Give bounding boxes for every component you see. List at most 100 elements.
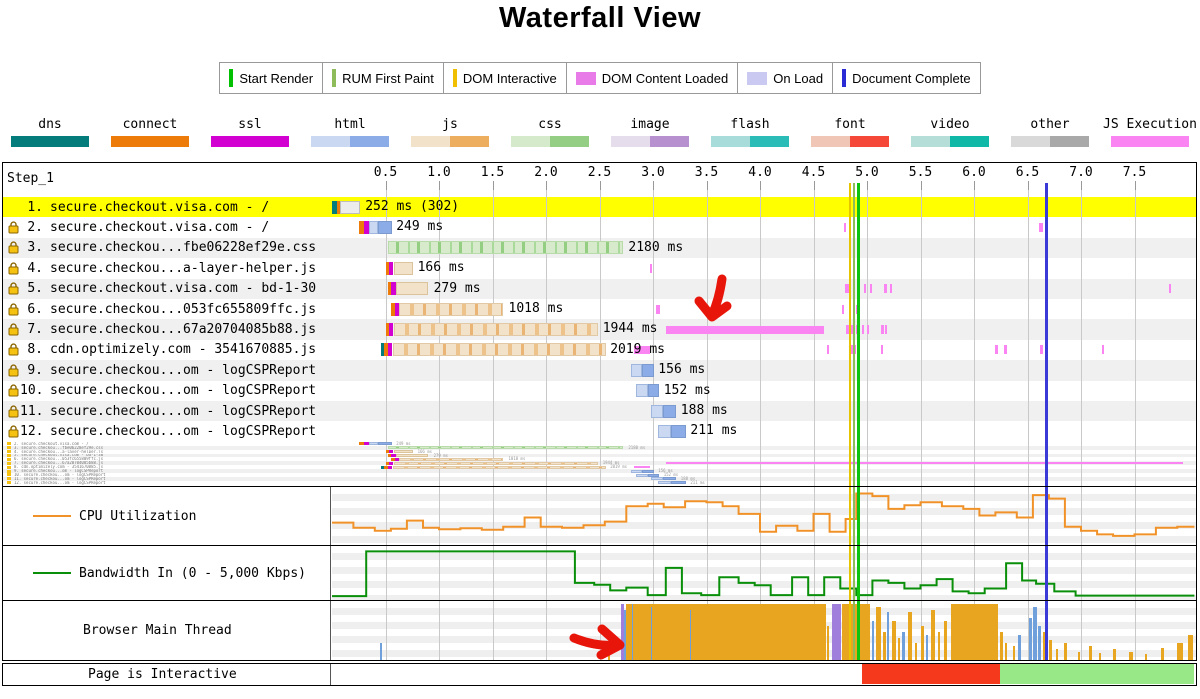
gridline [760,546,761,600]
page-interactive-label: Page is Interactive [88,667,237,682]
main-thread-slice [1048,640,1053,660]
main-thread-slice [1113,648,1117,660]
rows-chart-layer: 252 ms (302) 249 ms 2180 ms 166 ms 279 ms 101… [332,163,1196,486]
main-thread-slice [608,648,611,660]
gridline [492,189,494,486]
gridline [439,487,440,545]
gridline [813,189,815,486]
request-row[interactable]: 6. secure.checkou...053fc655809ffc.js [3,299,334,319]
gridline [1081,189,1082,486]
main-thread-slice [831,604,842,660]
page-interactive-label-cell: Page is Interactive [3,664,331,685]
lock-icon [6,405,20,418]
js-execution-bar [665,325,825,334]
request-number: 3. [27,240,43,256]
request-number: 8. [27,342,43,358]
js-exec-tick [649,263,652,273]
gridline [439,546,440,600]
request-row[interactable]: 2. secure.checkout.visa.com - / [3,217,334,237]
request-row[interactable]: 3. secure.checkou...fbe06228ef29e.css [3,238,334,258]
gridline [706,546,708,600]
gridline [974,487,975,545]
resource-type-legend: dns connect ssl html js css image flash font vide… [0,117,1200,147]
time-axis: 0.5 1.0 1.5 2.0 2.5 3.0 3.5 4.0 4.5 5.0 5.5 6.0 6.5 7… [332,163,1196,197]
waterfall-bar-segment [385,450,390,454]
lock-icon [6,221,20,234]
mini-js-execution-bar [633,466,650,469]
swatch-dark [550,136,589,147]
lock-icon [6,303,20,316]
dom-interactive-line [848,601,851,660]
gridline [867,487,868,545]
lock-icon [6,323,20,336]
request-label: secure.checkou...om - logCSPReport [50,362,317,378]
mini-duration-label: 188 ms [680,475,696,481]
request-row[interactable]: 1. secure.checkout.visa.com - / [3,197,334,217]
request-label: secure.checkout.visa.com - / [50,220,270,236]
main-thread-slice [931,609,936,660]
axis-tick-mark [599,181,601,190]
axis-tick-label: 6.5 [1015,165,1040,180]
request-duration-label: 249 ms [396,219,444,235]
mini-request-row: 9. secure.checkou...om - logCSPReport [3,469,331,473]
resource-legend-item: html [300,117,400,147]
gridline [1134,546,1136,600]
video-swatch [911,136,989,147]
dom-interactive-line [848,487,851,545]
resource-legend-item: video [900,117,1000,147]
gridline [1027,546,1029,600]
resource-legend-item: flash [700,117,800,147]
cpu-chart [332,487,1196,545]
axis-tick-label: 0.5 [373,165,398,180]
dom-interactive-swatch [452,69,457,87]
mini-lock-icon [7,477,11,481]
axis-tick-mark [492,181,494,190]
swatch-dark [250,136,289,147]
axis-tick-label: 5.0 [855,165,879,180]
document-complete-line [1044,601,1048,660]
gridline [920,546,922,600]
resource-legend-label: flash [730,117,770,132]
request-label: secure.checkou...a-layer-helper.js [50,260,317,276]
request-row[interactable]: 12. secure.checkou...om - logCSPReport [3,421,334,441]
main-thread-section: Browser Main Thread [2,600,1197,661]
gridline [760,189,761,486]
request-number: 9. [27,362,43,378]
request-row[interactable]: 7. secure.checkou...67a20704085b88.js [3,319,334,339]
js-exec-tick [880,345,883,355]
mini-duration-label: 152 ms [663,472,679,477]
swatch-light [811,136,850,147]
request-row[interactable]: 4. secure.checkou...a-layer-helper.js [3,258,334,278]
dns-swatch [11,136,89,147]
axis-tick-label: 4.5 [801,165,826,180]
page-interactive-section: Page is Interactive [2,663,1197,686]
mini-lock-icon [7,469,11,473]
waterfall-bar-segment [378,220,393,234]
event-legend-label: On Load [773,70,824,86]
request-row[interactable]: 8. cdn.optimizely.com - 3541670885.js [3,340,334,360]
request-row[interactable]: 5. secure.checkout.visa.com - bd-1-30 [3,279,334,299]
event-legend-label: DOM Content Loaded [601,70,729,86]
mini-lock-icon [7,461,11,465]
request-number: 4. [27,260,43,276]
rum-first-paint-swatch [332,69,337,87]
waterfall-bar-segment [647,473,660,477]
mini-request-row: 5. secure.checkout.visa.com - bd-1-30 [3,454,331,458]
mini-duration-label: 1018 ms [508,456,526,462]
main-thread-slice [944,620,948,660]
gridline [706,487,708,545]
rows-event-lines [332,183,1196,486]
resource-legend-label: font [834,117,866,132]
mini-lock-icon [7,450,11,454]
main-thread-slice [999,632,1003,660]
js-exec-tick [880,324,884,334]
gridline [439,601,440,660]
request-row[interactable]: 9. secure.checkou...om - logCSPReport [3,360,334,380]
js-exec-tick [885,324,888,334]
swatch-light [1111,136,1150,147]
request-row[interactable]: 10. secure.checkou...om - logCSPReport [3,381,334,401]
js-exec-tick [884,284,888,294]
axis-tick-mark [546,181,547,190]
start-render-line [856,601,860,660]
request-row[interactable]: 11. secure.checkou...om - logCSPReport [3,401,334,421]
